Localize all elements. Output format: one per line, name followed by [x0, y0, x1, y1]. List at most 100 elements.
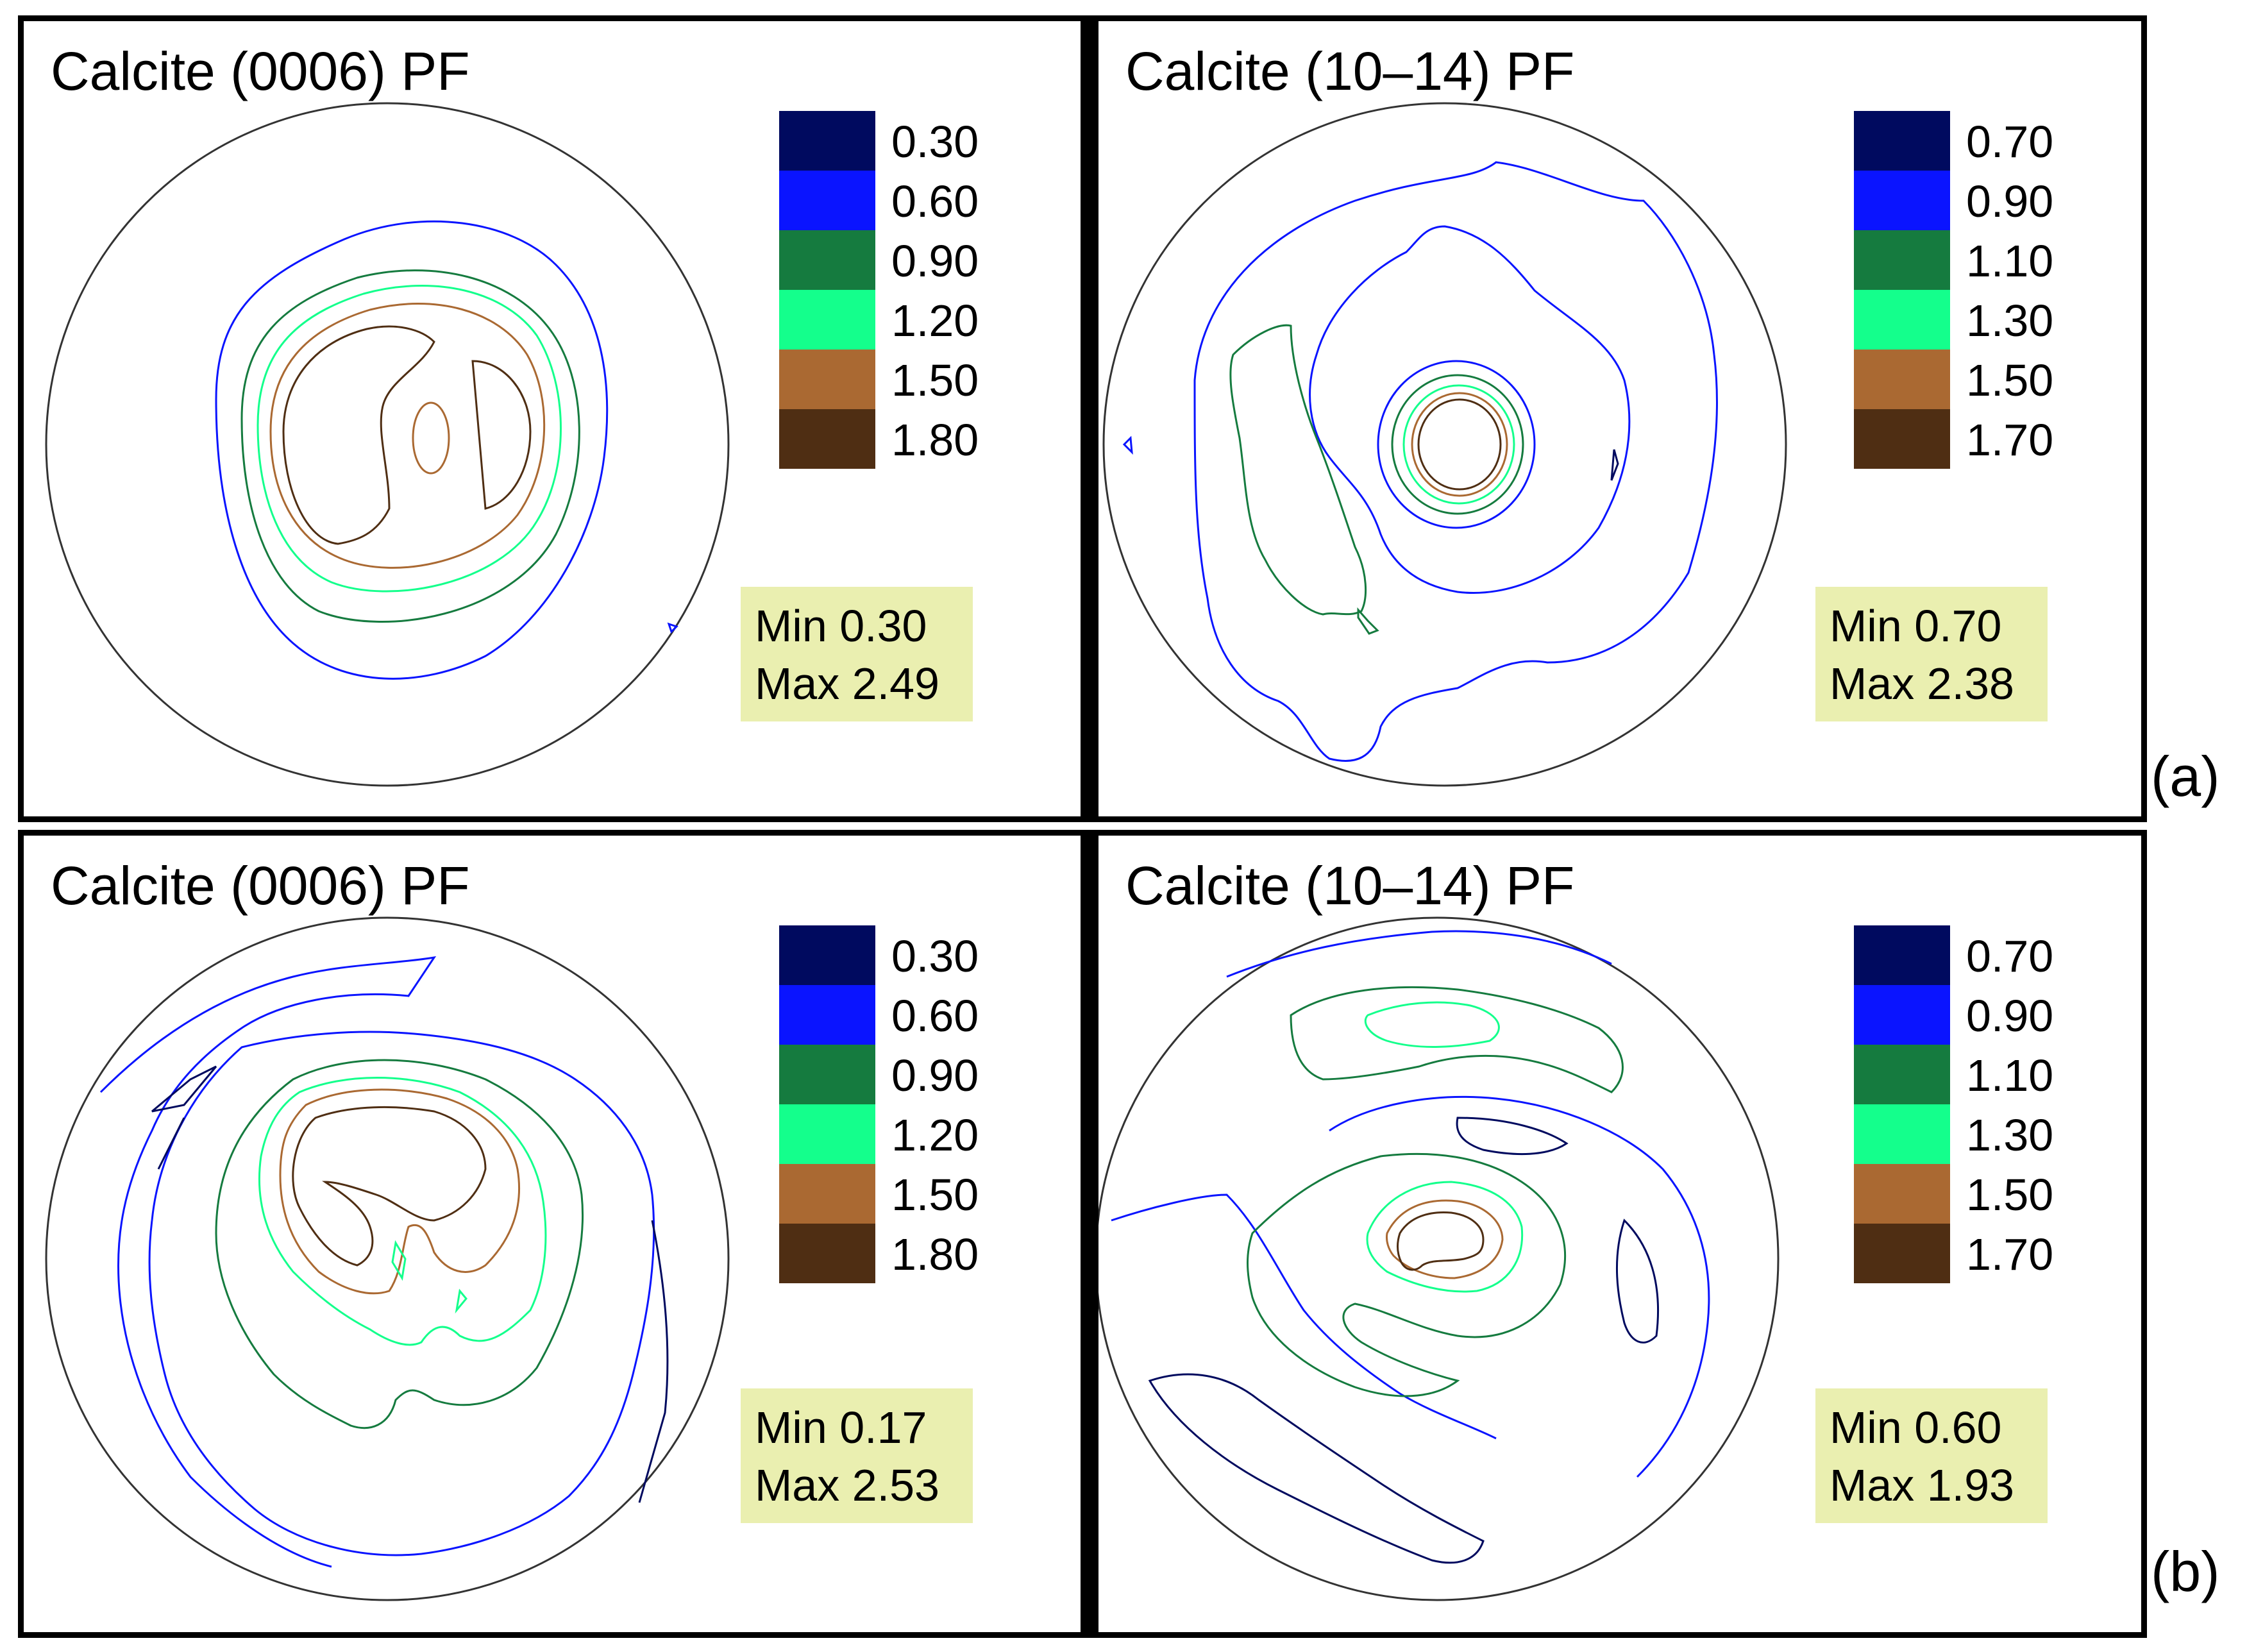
pole-figure-panel: Calcite (10–14) PF 0.70 0.90 1.10 1.30 1…: [1098, 21, 2141, 816]
panel-divider: [1081, 21, 1098, 816]
figure-row-b: Calcite (0006) PF 0.30 0.60 0.90 1.20 1.…: [18, 830, 2147, 1638]
pole-figure-plot: [1098, 916, 1780, 1601]
contour-line: [215, 220, 609, 680]
pole-figure-circle: [1102, 102, 1787, 787]
legend-swatch: [779, 230, 875, 290]
panel-title: Calcite (10–14) PF: [1125, 856, 1575, 916]
contour-line: [1610, 449, 1619, 481]
pole-figure-panel: Calcite (10–14) PF 0.70 0.90 1.10 1.30 1…: [1098, 836, 2141, 1632]
legend-value: 0.60: [891, 176, 979, 226]
max-value: Max 2.38: [1830, 659, 2014, 709]
legend-swatch: [1854, 1224, 1950, 1283]
contour-line: [1357, 607, 1379, 635]
legend-swatch: [1854, 171, 1950, 230]
contour-line: [412, 401, 450, 475]
legend-swatch: [779, 1104, 875, 1164]
pole-figure-circle: [45, 102, 730, 787]
panel-title: Calcite (10–14) PF: [1125, 41, 1575, 101]
legend-value: 0.30: [891, 117, 979, 167]
contour-line: [269, 303, 546, 569]
row-label: (a): [2151, 745, 2220, 808]
legend-swatch: [1854, 1104, 1950, 1164]
figure-row-a: Calcite (0006) PF 0.30 0.60 0.90 1.20 1.…: [18, 15, 2147, 822]
legend-swatch: [779, 290, 875, 350]
min-max-box: Min 0.70 Max 2.38: [1815, 587, 2048, 721]
legend-swatch: [779, 171, 875, 230]
legend-swatch: [779, 1224, 875, 1283]
contour-line: [148, 1031, 655, 1556]
contour-line: [1226, 930, 1612, 978]
contour-line: [1616, 1218, 1659, 1344]
legend-swatch: [779, 111, 875, 171]
legend-swatch: [1854, 350, 1950, 409]
pole-figure-plot: [45, 102, 730, 787]
legend-swatch: [1854, 409, 1950, 469]
legend-swatch: [779, 1045, 875, 1104]
contour-line: [455, 1288, 467, 1314]
contour-line: [1229, 324, 1367, 616]
legend-value: 1.20: [891, 1110, 979, 1160]
max-value: Max 2.49: [755, 659, 939, 709]
legend-value: 1.80: [891, 1229, 979, 1279]
legend-value: 0.90: [891, 236, 979, 286]
pole-figure-plot: [45, 916, 730, 1601]
legend-value: 1.80: [891, 415, 979, 465]
contour-line: [240, 269, 580, 623]
legend-value: 1.50: [891, 1170, 979, 1220]
contour-line: [1247, 1152, 1566, 1397]
panel-title: Calcite (0006) PF: [51, 856, 470, 916]
pole-figure-circle: [1098, 916, 1780, 1601]
legend-swatch: [1854, 925, 1950, 985]
contour-line: [1148, 1373, 1485, 1564]
contour-line: [1290, 986, 1624, 1093]
pole-figure-panel: Calcite (0006) PF 0.30 0.60 0.90 1.20 1.…: [24, 21, 1075, 816]
legend-value: 1.70: [1966, 1229, 2054, 1279]
min-value: Min 0.17: [755, 1403, 927, 1453]
min-value: Min 0.30: [755, 601, 927, 651]
contour-line: [1377, 360, 1536, 529]
legend-value: 1.70: [1966, 415, 2054, 465]
legend-swatch: [779, 1164, 875, 1224]
min-max-box: Min 0.17 Max 2.53: [741, 1388, 973, 1523]
contour-line: [638, 1220, 669, 1503]
contour-line: [1456, 1117, 1569, 1156]
pole-figure-circle: [45, 916, 730, 1601]
contour-line: [1111, 1193, 1497, 1440]
panel-title: Calcite (0006) PF: [51, 41, 470, 101]
contour-line: [471, 360, 532, 510]
legend-value: 1.20: [891, 296, 979, 346]
legend-value: 1.50: [1966, 355, 2054, 405]
contour-line: [282, 325, 435, 545]
contour-line: [1122, 435, 1133, 455]
legend-swatch: [1854, 1164, 1950, 1224]
contour-line: [215, 1059, 584, 1429]
legend-value: 0.60: [891, 991, 979, 1041]
legend-swatch: [1854, 985, 1950, 1045]
min-max-box: Min 0.60 Max 1.93: [1815, 1388, 2048, 1523]
max-value: Max 1.93: [1830, 1460, 2014, 1510]
legend-swatch: [779, 985, 875, 1045]
contour-line: [1329, 1095, 1710, 1478]
pole-figure-plot: [1102, 102, 1787, 787]
legend-swatch: [1854, 290, 1950, 350]
legend-value: 1.30: [1966, 1110, 2054, 1160]
legend-value: 0.30: [891, 931, 979, 981]
contour-line: [1366, 1181, 1524, 1293]
legend-value: 1.50: [891, 355, 979, 405]
contour-line: [258, 1077, 547, 1346]
contour-line: [1417, 398, 1502, 491]
panel-divider: [1081, 836, 1098, 1632]
legend-value: 1.10: [1966, 1050, 2054, 1100]
contour-line: [1397, 1211, 1485, 1271]
contour-line: [151, 1065, 217, 1170]
legend-swatch: [779, 925, 875, 985]
contour-line: [1386, 1199, 1504, 1279]
max-value: Max 2.53: [755, 1460, 939, 1510]
min-max-box: Min 0.30 Max 2.49: [741, 587, 973, 721]
legend-swatch: [1854, 1045, 1950, 1104]
legend-value: 0.90: [1966, 176, 2054, 226]
contour-line: [1364, 1001, 1500, 1048]
contour-line: [279, 1088, 520, 1295]
legend-value: 1.50: [1966, 1170, 2054, 1220]
contour-line: [391, 1240, 407, 1281]
